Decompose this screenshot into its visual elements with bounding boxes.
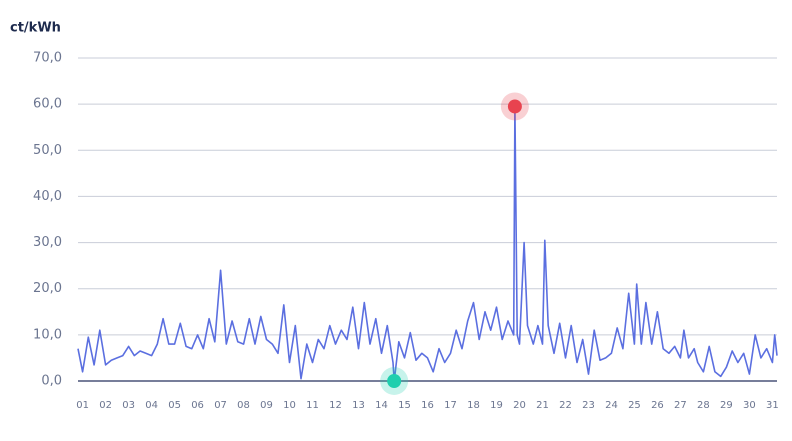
- x-tick-label: 18: [467, 400, 480, 411]
- x-tick-label: 01: [76, 400, 89, 411]
- x-tick-label: 13: [352, 400, 365, 411]
- x-tick-label: 05: [168, 400, 181, 411]
- x-tick-label: 30: [743, 400, 756, 411]
- y-tick-label: 70,0: [33, 51, 62, 66]
- x-tick-label: 15: [398, 400, 411, 411]
- y-tick-label: 20,0: [33, 281, 62, 296]
- y-tick-label: 50,0: [33, 143, 62, 158]
- highlight-point: [507, 99, 522, 114]
- x-tick-label: 06: [191, 400, 204, 411]
- x-tick-label: 17: [444, 400, 457, 411]
- y-tick-label: 30,0: [33, 235, 62, 250]
- x-tick-label: 24: [605, 400, 618, 411]
- x-tick-label: 03: [122, 400, 135, 411]
- x-tick-label: 04: [145, 400, 158, 411]
- x-tick-label: 25: [628, 400, 641, 411]
- x-tick-label: 09: [260, 400, 273, 411]
- x-tick-label: 23: [582, 400, 595, 411]
- x-tick-label: 29: [720, 400, 733, 411]
- y-tick-label: 0,0: [41, 374, 62, 389]
- x-tick-label: 21: [536, 400, 549, 411]
- x-tick-label: 27: [674, 400, 687, 411]
- x-tick-label: 08: [237, 400, 250, 411]
- x-tick-label: 12: [329, 400, 342, 411]
- x-tick-label: 26: [651, 400, 664, 411]
- highlight-point: [387, 374, 402, 388]
- y-tick-label: 60,0: [33, 97, 62, 112]
- x-tick-label: 16: [421, 400, 434, 411]
- x-tick-label: 20: [513, 400, 526, 411]
- x-tick-label: 10: [283, 400, 296, 411]
- price-line: [77, 105, 778, 382]
- x-tick-label: 28: [697, 400, 710, 411]
- y-tick-label: 10,0: [33, 327, 62, 342]
- x-tick-label: 02: [99, 400, 112, 411]
- x-tick-label: 19: [490, 400, 503, 411]
- x-tick-label: 22: [559, 400, 572, 411]
- x-tick-label: 07: [214, 400, 227, 411]
- x-tick-label: 14: [375, 400, 388, 411]
- y-tick-label: 40,0: [33, 189, 62, 204]
- x-tick-label: 11: [306, 400, 319, 411]
- y-axis-label: ct/kWh: [10, 21, 61, 36]
- x-tick-label: 31: [766, 400, 779, 411]
